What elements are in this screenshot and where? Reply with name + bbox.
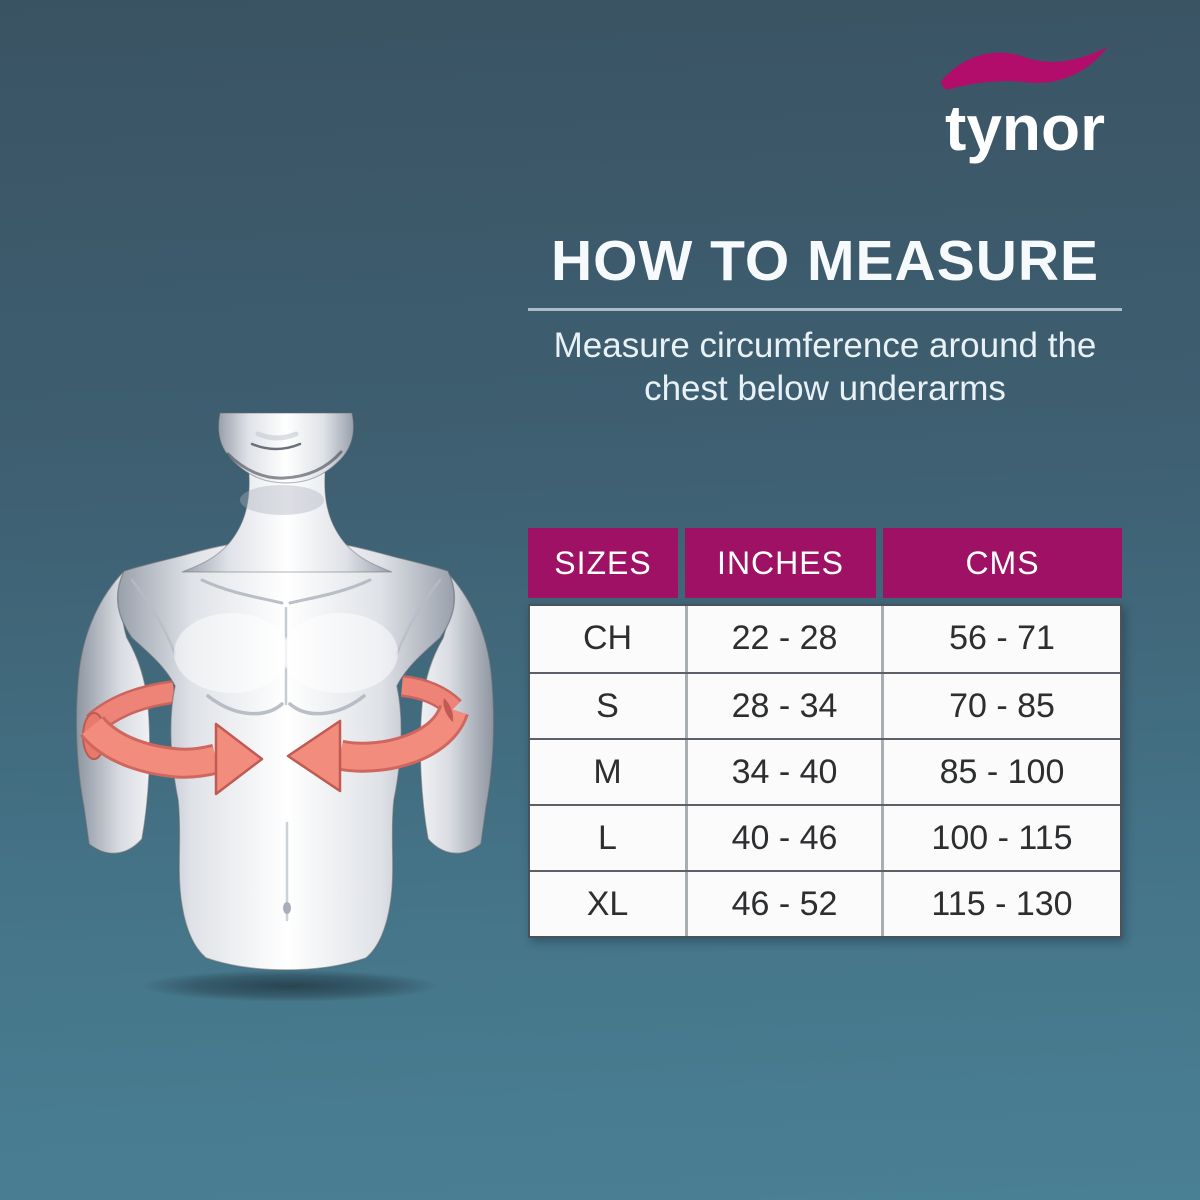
torso-shadow (140, 970, 440, 1002)
cell-inches: 22 - 28 (685, 606, 881, 672)
cell-cms: 100 - 115 (881, 806, 1120, 870)
column-header-cms: CMS (883, 528, 1122, 598)
tynor-swoosh-icon (940, 47, 1108, 91)
brand-name: tynor (945, 92, 1105, 164)
cell-cms: 115 - 130 (881, 872, 1120, 936)
measure-header: HOW TO MEASURE Measure circumference aro… (528, 229, 1122, 410)
size-table-header: SIZES INCHES CMS (528, 528, 1122, 598)
cell-inches: 34 - 40 (685, 740, 881, 804)
table-row-xl: XL 46 - 52 115 - 130 (530, 870, 1120, 936)
title-underline (528, 307, 1122, 311)
cell-inches: 46 - 52 (685, 872, 881, 936)
torso-measurement-illustration (75, 412, 495, 1002)
cell-inches: 40 - 46 (685, 806, 881, 870)
section-title: HOW TO MEASURE (550, 229, 1100, 293)
subtitle-line-1: Measure circumference around the (553, 325, 1097, 365)
subtitle-line-2: chest below underarms (644, 368, 1006, 408)
cell-size: CH (530, 606, 685, 672)
cell-cms: 56 - 71 (881, 606, 1120, 672)
cell-inches: 28 - 34 (685, 674, 881, 738)
table-row-ch: CH 22 - 28 56 - 71 (530, 606, 1120, 672)
measure-arrow-left (214, 722, 264, 796)
section-subtitle: Measure circumference around the chest b… (528, 325, 1122, 410)
size-table: SIZES INCHES CMS CH 22 - 28 56 - 71 S 28… (528, 528, 1122, 938)
column-header-sizes: SIZES (528, 528, 678, 598)
cell-cms: 85 - 100 (881, 740, 1120, 804)
cell-size: M (530, 740, 685, 804)
tynor-logo: tynor (920, 44, 1130, 160)
cell-size: S (530, 674, 685, 738)
table-row-l: L 40 - 46 100 - 115 (530, 804, 1120, 870)
measure-arrow-right (286, 719, 342, 793)
size-table-body: CH 22 - 28 56 - 71 S 28 - 34 70 - 85 M 3… (528, 604, 1122, 938)
cell-cms: 70 - 85 (881, 674, 1120, 738)
table-row-s: S 28 - 34 70 - 85 (530, 672, 1120, 738)
cell-size: XL (530, 872, 685, 936)
table-row-m: M 34 - 40 85 - 100 (530, 738, 1120, 804)
cell-size: L (530, 806, 685, 870)
face-details (226, 431, 343, 480)
measure-band-front (80, 698, 469, 779)
column-header-inches: INCHES (685, 528, 876, 598)
